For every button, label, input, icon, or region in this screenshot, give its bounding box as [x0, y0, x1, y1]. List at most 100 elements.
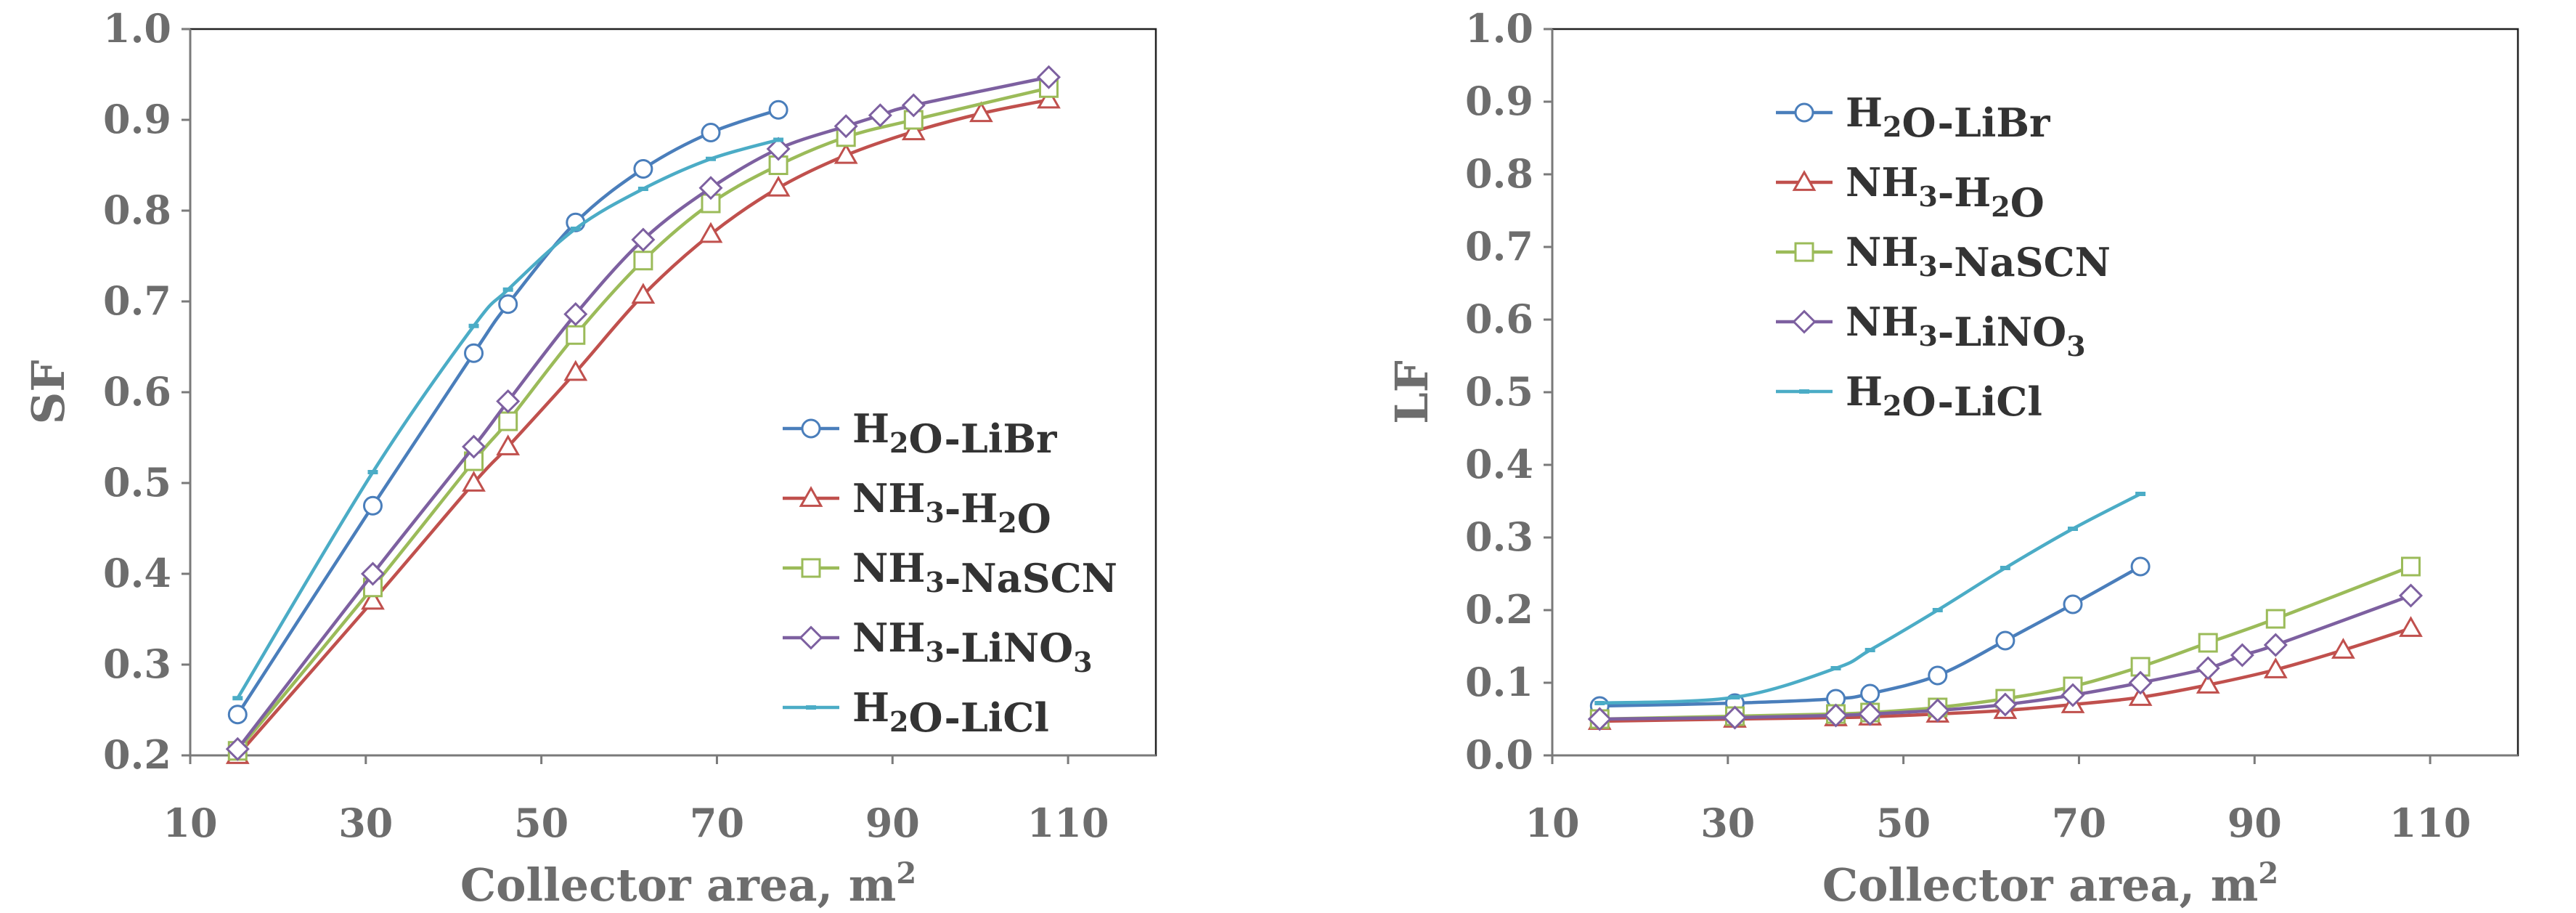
lf-point-h2o-libr	[1995, 630, 2015, 651]
sf-point-nh3-h2o	[766, 175, 791, 197]
lf-point-nh3-h2o	[2128, 685, 2153, 706]
sf-legend-item-h2o-licl: H2O-LiCl	[783, 684, 1049, 741]
lf-y-ticks: 0.0 0.1 0.2 0.3 0.4 0.5 0.6 0.7 0.8 0.9 1.0	[1465, 5, 1552, 778]
lf-x-tick-label: 10	[1525, 800, 1579, 846]
lf-x-tick-label: 90	[2227, 800, 2282, 846]
sf-y-tick-label: 0.4	[103, 550, 171, 596]
lf-point-nh3-lino3	[2230, 643, 2254, 667]
sf-x-tick-label: 30	[338, 800, 393, 846]
lf-y-tick-label: 0.8	[1465, 150, 1533, 197]
sf-point-nh3-lino3	[631, 227, 656, 252]
lf-legend-label-h2o-licl: H2O-LiCl	[1846, 368, 2042, 425]
lf-point-nh3-h2o	[2196, 673, 2220, 694]
sf-point-nh3-h2o	[833, 142, 858, 164]
sf-legend-label-nh3-h2o: NH3-H2O	[852, 475, 1051, 542]
lf-y-tick-label: 0.9	[1465, 78, 1533, 124]
sf-y-tick-label: 0.5	[103, 459, 171, 506]
sf-point-nh3-lino3	[868, 103, 892, 128]
sf-point-h2o-libr	[362, 495, 383, 516]
sf-y-axis-title: SF	[22, 360, 75, 425]
lf-legend-marker-nh3-nascn	[1794, 242, 1814, 262]
lf-y-tick-label: 0.0	[1465, 731, 1533, 778]
lf-point-nh3-lino3	[1858, 702, 1883, 726]
sf-y-tick-label: 0.3	[103, 641, 171, 687]
lf-x-tick-label: 110	[2389, 800, 2471, 846]
sf-point-nh3-lino3	[462, 434, 486, 459]
sf-y-tick-label: 0.2	[103, 731, 171, 778]
lf-legend-item-nh3-h2o: NH3-H2O	[1776, 159, 2045, 226]
sf-point-h2o-libr	[498, 294, 518, 315]
sf-point-nh3-nascn	[903, 110, 924, 130]
lf-point-nh3-nascn	[2400, 556, 2421, 577]
sf-x-tick-label: 10	[163, 800, 217, 846]
sf-point-nh3-lino3	[563, 301, 588, 327]
lf-point-nh3-h2o	[2331, 638, 2355, 659]
sf-x-ticks: 10 30 50 70 90 110	[163, 755, 1109, 846]
sf-x-tick-label: 70	[690, 800, 744, 846]
lf-point-nh3-lino3	[2398, 583, 2424, 608]
sf-point-nh3-lino3	[833, 114, 858, 139]
sf-legend-item-nh3-nascn: NH3-NaSCN	[783, 545, 1117, 601]
lf-x-axis-title: Collector area, m2	[1822, 856, 2278, 912]
sf-y-tick-label: 0.7	[103, 277, 171, 324]
sf-legend-marker-nh3-nascn	[801, 558, 821, 578]
lf-series-h2o-licl	[1594, 492, 2146, 705]
sf-point-nh3-lino3	[766, 137, 791, 161]
lf-legend-label-h2o-libr: H2O-LiBr	[1846, 89, 2050, 146]
sf-point-nh3-nascn	[566, 325, 586, 345]
sf-y-tick-label: 0.9	[103, 96, 171, 142]
sf-point-h2o-libr	[633, 159, 653, 179]
sf-point-h2o-libr	[768, 100, 788, 120]
lf-point-h2o-libr	[2063, 594, 2083, 614]
lf-point-h2o-libr	[2130, 556, 2151, 577]
sf-point-h2o-libr	[701, 123, 721, 142]
lf-x-tick-label: 50	[1876, 800, 1931, 846]
lf-legend-marker-h2o-libr	[1794, 102, 1814, 123]
lf-y-tick-label: 0.2	[1465, 586, 1533, 633]
sf-point-nh3-h2o	[969, 101, 993, 123]
lf-point-nh3-lino3	[2196, 656, 2220, 681]
sf-point-nh3-nascn	[633, 251, 653, 271]
lf-x-ticks: 10 30 50 70 90 110	[1525, 755, 2471, 846]
sf-point-nh3-h2o	[496, 434, 521, 455]
sf-series-nh3-nascn	[227, 78, 1059, 761]
sf-point-nh3-h2o	[462, 471, 486, 492]
lf-x-tick-label: 30	[1700, 800, 1755, 846]
lf-point-nh3-nascn	[2130, 657, 2151, 677]
sf-legend-marker-nh3-h2o	[799, 486, 823, 507]
lf-legend-item-nh3-nascn: NH3-NaSCN	[1776, 229, 2111, 285]
lf-y-axis-title: LF	[1385, 360, 1438, 424]
lf-legend-marker-nh3-lino3	[1792, 309, 1817, 334]
sf-legend-item-nh3-lino3: NH3-LiNO3	[783, 614, 1093, 678]
lf-point-nh3-lino3	[1993, 692, 2018, 717]
sf-series	[225, 65, 1061, 764]
sf-legend-label-h2o-licl: H2O-LiCl	[852, 684, 1049, 741]
lf-legend-item-nh3-lino3: NH3-LiNO3	[1776, 299, 2086, 362]
lf-y-tick-label: 0.6	[1465, 296, 1533, 342]
sf-legend-label-h2o-libr: H2O-LiBr	[852, 405, 1057, 462]
sf-point-nh3-lino3	[496, 389, 521, 414]
sf-legend-marker-h2o-libr	[801, 418, 821, 439]
sf-point-nh3-lino3	[225, 737, 250, 761]
sf-point-nh3-nascn	[498, 411, 518, 431]
sf-legend-marker-nh3-lino3	[799, 625, 823, 650]
sf-y-tick-label: 1.0	[103, 5, 171, 52]
lf-legend-marker-nh3-h2o	[1792, 170, 1817, 191]
lf-point-nh3-lino3	[1824, 703, 1849, 728]
lf-point-nh3-h2o	[2263, 657, 2288, 678]
sf-x-tick-label: 50	[514, 800, 568, 846]
sf-x-tick-label: 110	[1027, 800, 1109, 846]
sf-line-nh3-nascn	[236, 86, 1050, 752]
sf-series-h2o-licl	[232, 137, 784, 701]
lf-legend-label-nh3-lino3: NH3-LiNO3	[1846, 299, 2086, 362]
lf-point-nh3-lino3	[1587, 707, 1612, 731]
sf-point-nh3-h2o	[901, 119, 926, 141]
sf-legend-label-nh3-nascn: NH3-NaSCN	[852, 545, 1117, 601]
sf-y-tick-label: 0.8	[103, 187, 171, 233]
sf-legend-label-nh3-lino3: NH3-LiNO3	[852, 614, 1093, 678]
sf-point-nh3-lino3	[901, 93, 926, 118]
